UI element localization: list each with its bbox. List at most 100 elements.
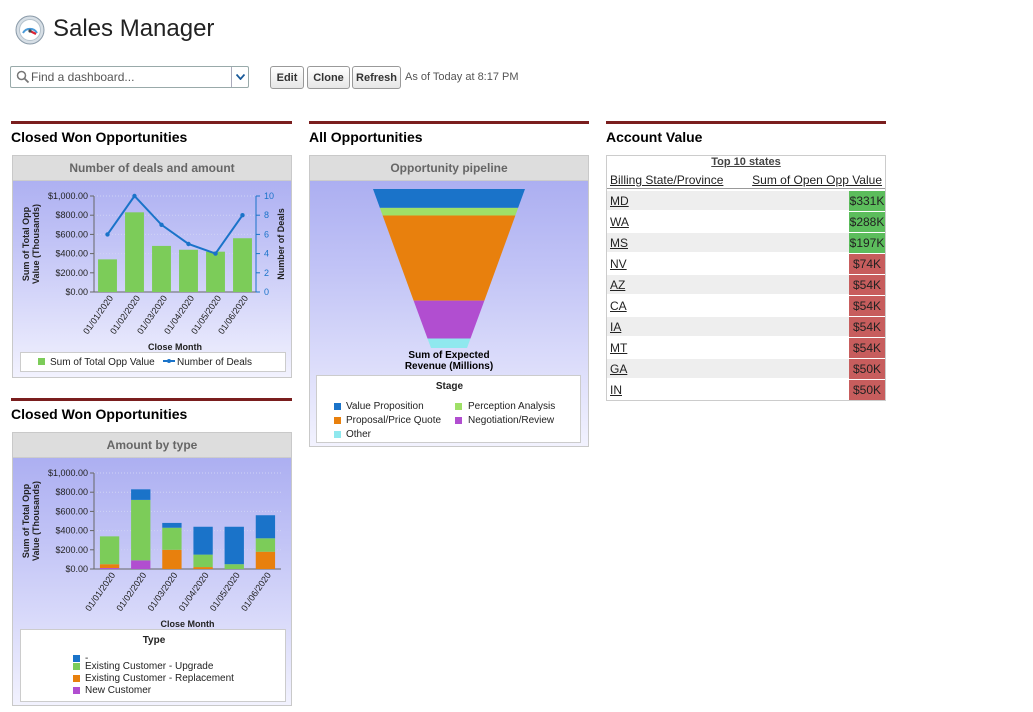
y-tick-label: $600.00 (55, 229, 88, 239)
open-opp-value-cell: $50K (849, 359, 885, 379)
legend-line-icon (163, 359, 175, 363)
stacked-bar-segment (99, 564, 120, 569)
funnel-segment (382, 215, 516, 301)
open-opp-value-cell: $54K (849, 317, 885, 337)
y-axis-label: Sum of Total OppValue (Thousands) (21, 204, 41, 284)
stacked-bar-segment (99, 568, 120, 569)
open-opp-value-cell: $50K (849, 380, 885, 400)
legend-swatch (334, 403, 341, 410)
funnel-segment (373, 189, 525, 208)
state-link[interactable]: AZ (610, 278, 626, 292)
search-dropdown-button[interactable] (231, 67, 248, 87)
x-tick-label: 01/01/2020 (83, 570, 117, 613)
line-point (159, 222, 164, 227)
y-tick-label: $1,000.00 (48, 468, 88, 478)
y-right-tick-label: 10 (264, 191, 274, 201)
legend-title: Type (142, 635, 166, 646)
y-right-tick-label: 8 (264, 210, 269, 220)
legend-label: Perception Analysis (468, 401, 556, 412)
x-tick-label: 01/02/2020 (114, 570, 148, 613)
y-tick-label: $800.00 (55, 210, 88, 220)
y-tick-label: $1,000.00 (48, 191, 88, 201)
clone-button[interactable]: Clone (307, 66, 350, 89)
line-point (186, 241, 191, 247)
y-right-tick-label: 6 (264, 229, 269, 239)
y-axis-right-label: Number of Deals (276, 208, 286, 280)
table-row: CA $54K (607, 295, 885, 316)
line-point (213, 251, 218, 256)
legend-title: Stage (435, 381, 464, 392)
legend-label: Value Proposition (346, 401, 424, 412)
state-link[interactable]: MS (610, 236, 628, 250)
table-row: WA $288K (607, 211, 885, 232)
y-right-tick-label: 0 (264, 287, 269, 297)
refresh-button[interactable]: Refresh (352, 66, 401, 89)
legend-label: Other (346, 429, 372, 440)
table-row: IA $54K (607, 316, 885, 337)
open-opp-value-cell: $288K (849, 212, 885, 232)
state-link[interactable]: NV (610, 257, 627, 271)
state-link[interactable]: IA (610, 320, 622, 334)
table-row: AZ $54K (607, 274, 885, 295)
bar (125, 212, 144, 292)
legend-swatch-bar (38, 358, 45, 365)
funnel-segment (413, 300, 485, 339)
state-link[interactable]: MD (610, 194, 629, 208)
funnel-segment (379, 207, 519, 216)
legend-label: New Customer (85, 685, 152, 696)
stacked-bar-segment (193, 526, 213, 555)
refresh-timestamp: As of Today at 8:17 PM (405, 71, 519, 83)
legend-swatch (455, 403, 462, 410)
funnel-caption: Sum of Expected Revenue (Millions) (310, 350, 588, 372)
x-tick-label: 01/04/2020 (177, 570, 211, 613)
section-title-closed-won-2: Closed Won Opportunities (11, 398, 292, 422)
type-chart-panel[interactable]: Amount by type $0.00 $200.00 $400.00 $600.0… (12, 432, 292, 706)
x-tick-label: 01/05/2020 (208, 570, 242, 613)
funnel-segment (427, 338, 471, 348)
legend-swatch (455, 417, 462, 424)
stacked-bar-segment (255, 515, 276, 539)
dashboard-search[interactable] (10, 66, 249, 88)
section-title-account-value: Account Value (606, 121, 886, 145)
state-link[interactable]: IN (610, 383, 622, 397)
state-link[interactable]: CA (610, 299, 627, 313)
column-header-state[interactable]: Billing State/Province (610, 173, 724, 187)
table-title-link[interactable]: Top 10 states (711, 156, 781, 168)
search-input[interactable] (31, 69, 226, 85)
y-tick-label: $200.00 (55, 268, 88, 278)
state-link[interactable]: MT (610, 341, 628, 355)
x-axis-label: Close Month (148, 342, 202, 352)
search-icon (16, 70, 30, 84)
legend-swatch (334, 431, 341, 438)
edit-button[interactable]: Edit (270, 66, 304, 89)
bar (206, 251, 225, 292)
page-title: Sales Manager (53, 15, 215, 42)
legend-label: Existing Customer - Upgrade (85, 661, 214, 672)
y-axis-label-line: Sum of Total Opp (21, 483, 31, 558)
stacked-bar-segment (162, 527, 182, 550)
y-axis-label-line: Sum of Total Opp (21, 206, 31, 281)
bar (233, 238, 252, 292)
open-opp-value-cell: $74K (849, 254, 885, 274)
deals-chart-panel[interactable]: Number of deals and amount $0.00 $200.00 $… (12, 155, 292, 378)
funnel-caption-line: Revenue (Millions) (404, 361, 494, 372)
x-tick-label: 01/06/2020 (239, 570, 273, 613)
y-tick-label: $0.00 (65, 564, 88, 574)
column-header-value[interactable]: Sum of Open Opp Value (752, 173, 882, 187)
y-axis-label-line: Value (Thousands) (31, 204, 41, 284)
funnel-chart-panel[interactable]: Opportunity pipeline Sum of Expected Rev… (309, 155, 589, 447)
open-opp-value-cell: $54K (849, 275, 885, 295)
y-tick-label: $600.00 (55, 506, 88, 516)
open-opp-value-cell: $197K (849, 233, 885, 253)
table-row: GA $50K (607, 358, 885, 379)
legend-label: - (85, 653, 89, 664)
legend-label: Existing Customer - Replacement (85, 673, 234, 684)
section-title-closed-won-1: Closed Won Opportunities (11, 121, 292, 145)
state-link[interactable]: WA (610, 215, 629, 229)
chart-title: Opportunity pipeline (310, 156, 588, 181)
stacked-bar-segment (255, 538, 276, 552)
legend-swatch (73, 655, 80, 662)
stacked-bar-segment (193, 554, 213, 568)
legend-label: Sum of Total Opp Value (50, 357, 155, 368)
state-link[interactable]: GA (610, 362, 628, 376)
